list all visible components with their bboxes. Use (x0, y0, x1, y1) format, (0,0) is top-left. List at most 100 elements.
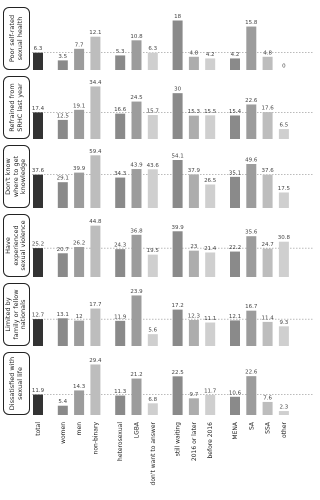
bar (33, 319, 43, 346)
value-label: 16.7 (245, 304, 258, 310)
value-label: 22.6 (245, 98, 258, 104)
value-label: 29.4 (89, 358, 102, 364)
bar (131, 234, 142, 277)
value-label: 6.8 (148, 397, 157, 403)
value-label: 24.7 (261, 242, 274, 248)
value-label: 17.6 (261, 106, 274, 112)
bar (74, 390, 85, 415)
panel-label: Limited by family or fellow nationals (3, 283, 30, 346)
value-label: 17.5 (278, 186, 291, 192)
bar (115, 395, 126, 415)
bar (278, 129, 289, 139)
value-label: 6.3 (148, 46, 157, 52)
bar (33, 394, 43, 415)
bar (90, 155, 101, 208)
bar (90, 36, 101, 70)
bar (115, 320, 126, 346)
x-tick-label: women (60, 422, 67, 444)
bar (131, 295, 142, 346)
value-label: 34.4 (89, 80, 102, 86)
bar (57, 405, 68, 415)
bar (262, 56, 273, 70)
value-label: 24.3 (114, 243, 127, 249)
bar (230, 320, 240, 346)
bar (57, 253, 68, 277)
value-label: 22.6 (245, 370, 258, 376)
bar (147, 254, 158, 277)
x-tick-label: MENA (232, 421, 239, 439)
bar (172, 231, 183, 277)
bar (131, 378, 142, 415)
value-label: 30.8 (278, 235, 291, 241)
bar (57, 60, 68, 70)
bar (205, 252, 216, 277)
value-label: 14.3 (73, 384, 86, 390)
x-tick-label: LGBA (134, 421, 141, 438)
bar (278, 192, 289, 208)
bar (74, 320, 85, 346)
bar (172, 309, 183, 346)
bar (74, 109, 85, 139)
value-label: 4.2 (231, 52, 240, 58)
value-label: 23 (190, 244, 197, 250)
value-label: 5.3 (116, 49, 125, 55)
value-label: 3.5 (58, 54, 67, 60)
bar (115, 113, 126, 139)
bar (188, 115, 199, 139)
value-label: 34.3 (114, 171, 127, 177)
value-label: 49.6 (245, 158, 258, 164)
bar (147, 334, 158, 346)
value-label: 19.1 (73, 103, 85, 109)
x-tick-label: other (281, 421, 288, 438)
x-tick-label: SSA (265, 421, 272, 434)
value-label: 17.2 (171, 303, 183, 309)
value-label: 17.7 (89, 302, 102, 308)
value-label: 43.6 (147, 163, 160, 169)
bar (172, 376, 183, 415)
bar (262, 248, 273, 277)
x-tick-label: men (76, 422, 83, 436)
bar (205, 58, 216, 70)
value-label: 18 (174, 14, 181, 20)
bar (115, 249, 126, 277)
value-label: 12 (76, 314, 83, 320)
value-label: 25.2 (32, 242, 44, 248)
bar (262, 401, 273, 415)
bar (205, 322, 216, 346)
value-label: 4.8 (190, 50, 199, 56)
bar (188, 398, 199, 415)
value-label: 11.4 (261, 315, 274, 321)
value-label: 15.5 (204, 109, 217, 115)
value-label: 0 (282, 64, 286, 70)
bar (188, 56, 199, 70)
bar (115, 177, 126, 208)
bar (230, 396, 240, 415)
value-label: 20.7 (57, 247, 70, 253)
value-label: 22.5 (171, 370, 184, 376)
bar (172, 20, 183, 70)
panel-label: Poor self-rated sexual health (3, 7, 30, 70)
bar (33, 112, 43, 139)
bar (147, 169, 158, 208)
value-label: 21.4 (204, 246, 217, 252)
value-label: 4.2 (206, 52, 215, 58)
value-label: 59.4 (89, 149, 102, 155)
x-tick-label: heterosexual (117, 422, 124, 461)
value-label: 16.6 (114, 107, 127, 113)
bar (147, 52, 158, 70)
bar (74, 172, 85, 208)
x-tick-label: before 2016 (207, 422, 214, 459)
bar (205, 115, 216, 139)
bar (230, 251, 240, 277)
value-label: 5.6 (148, 328, 157, 334)
x-tick-label: SA (248, 421, 255, 430)
value-label: 5.4 (58, 399, 67, 405)
value-label: 7.7 (75, 42, 84, 48)
bar (230, 58, 240, 70)
value-label: 35.1 (229, 170, 241, 176)
value-label: 37.9 (188, 168, 201, 174)
value-label: 15.3 (188, 109, 201, 115)
x-tick-label: 2016 or later (191, 421, 198, 461)
